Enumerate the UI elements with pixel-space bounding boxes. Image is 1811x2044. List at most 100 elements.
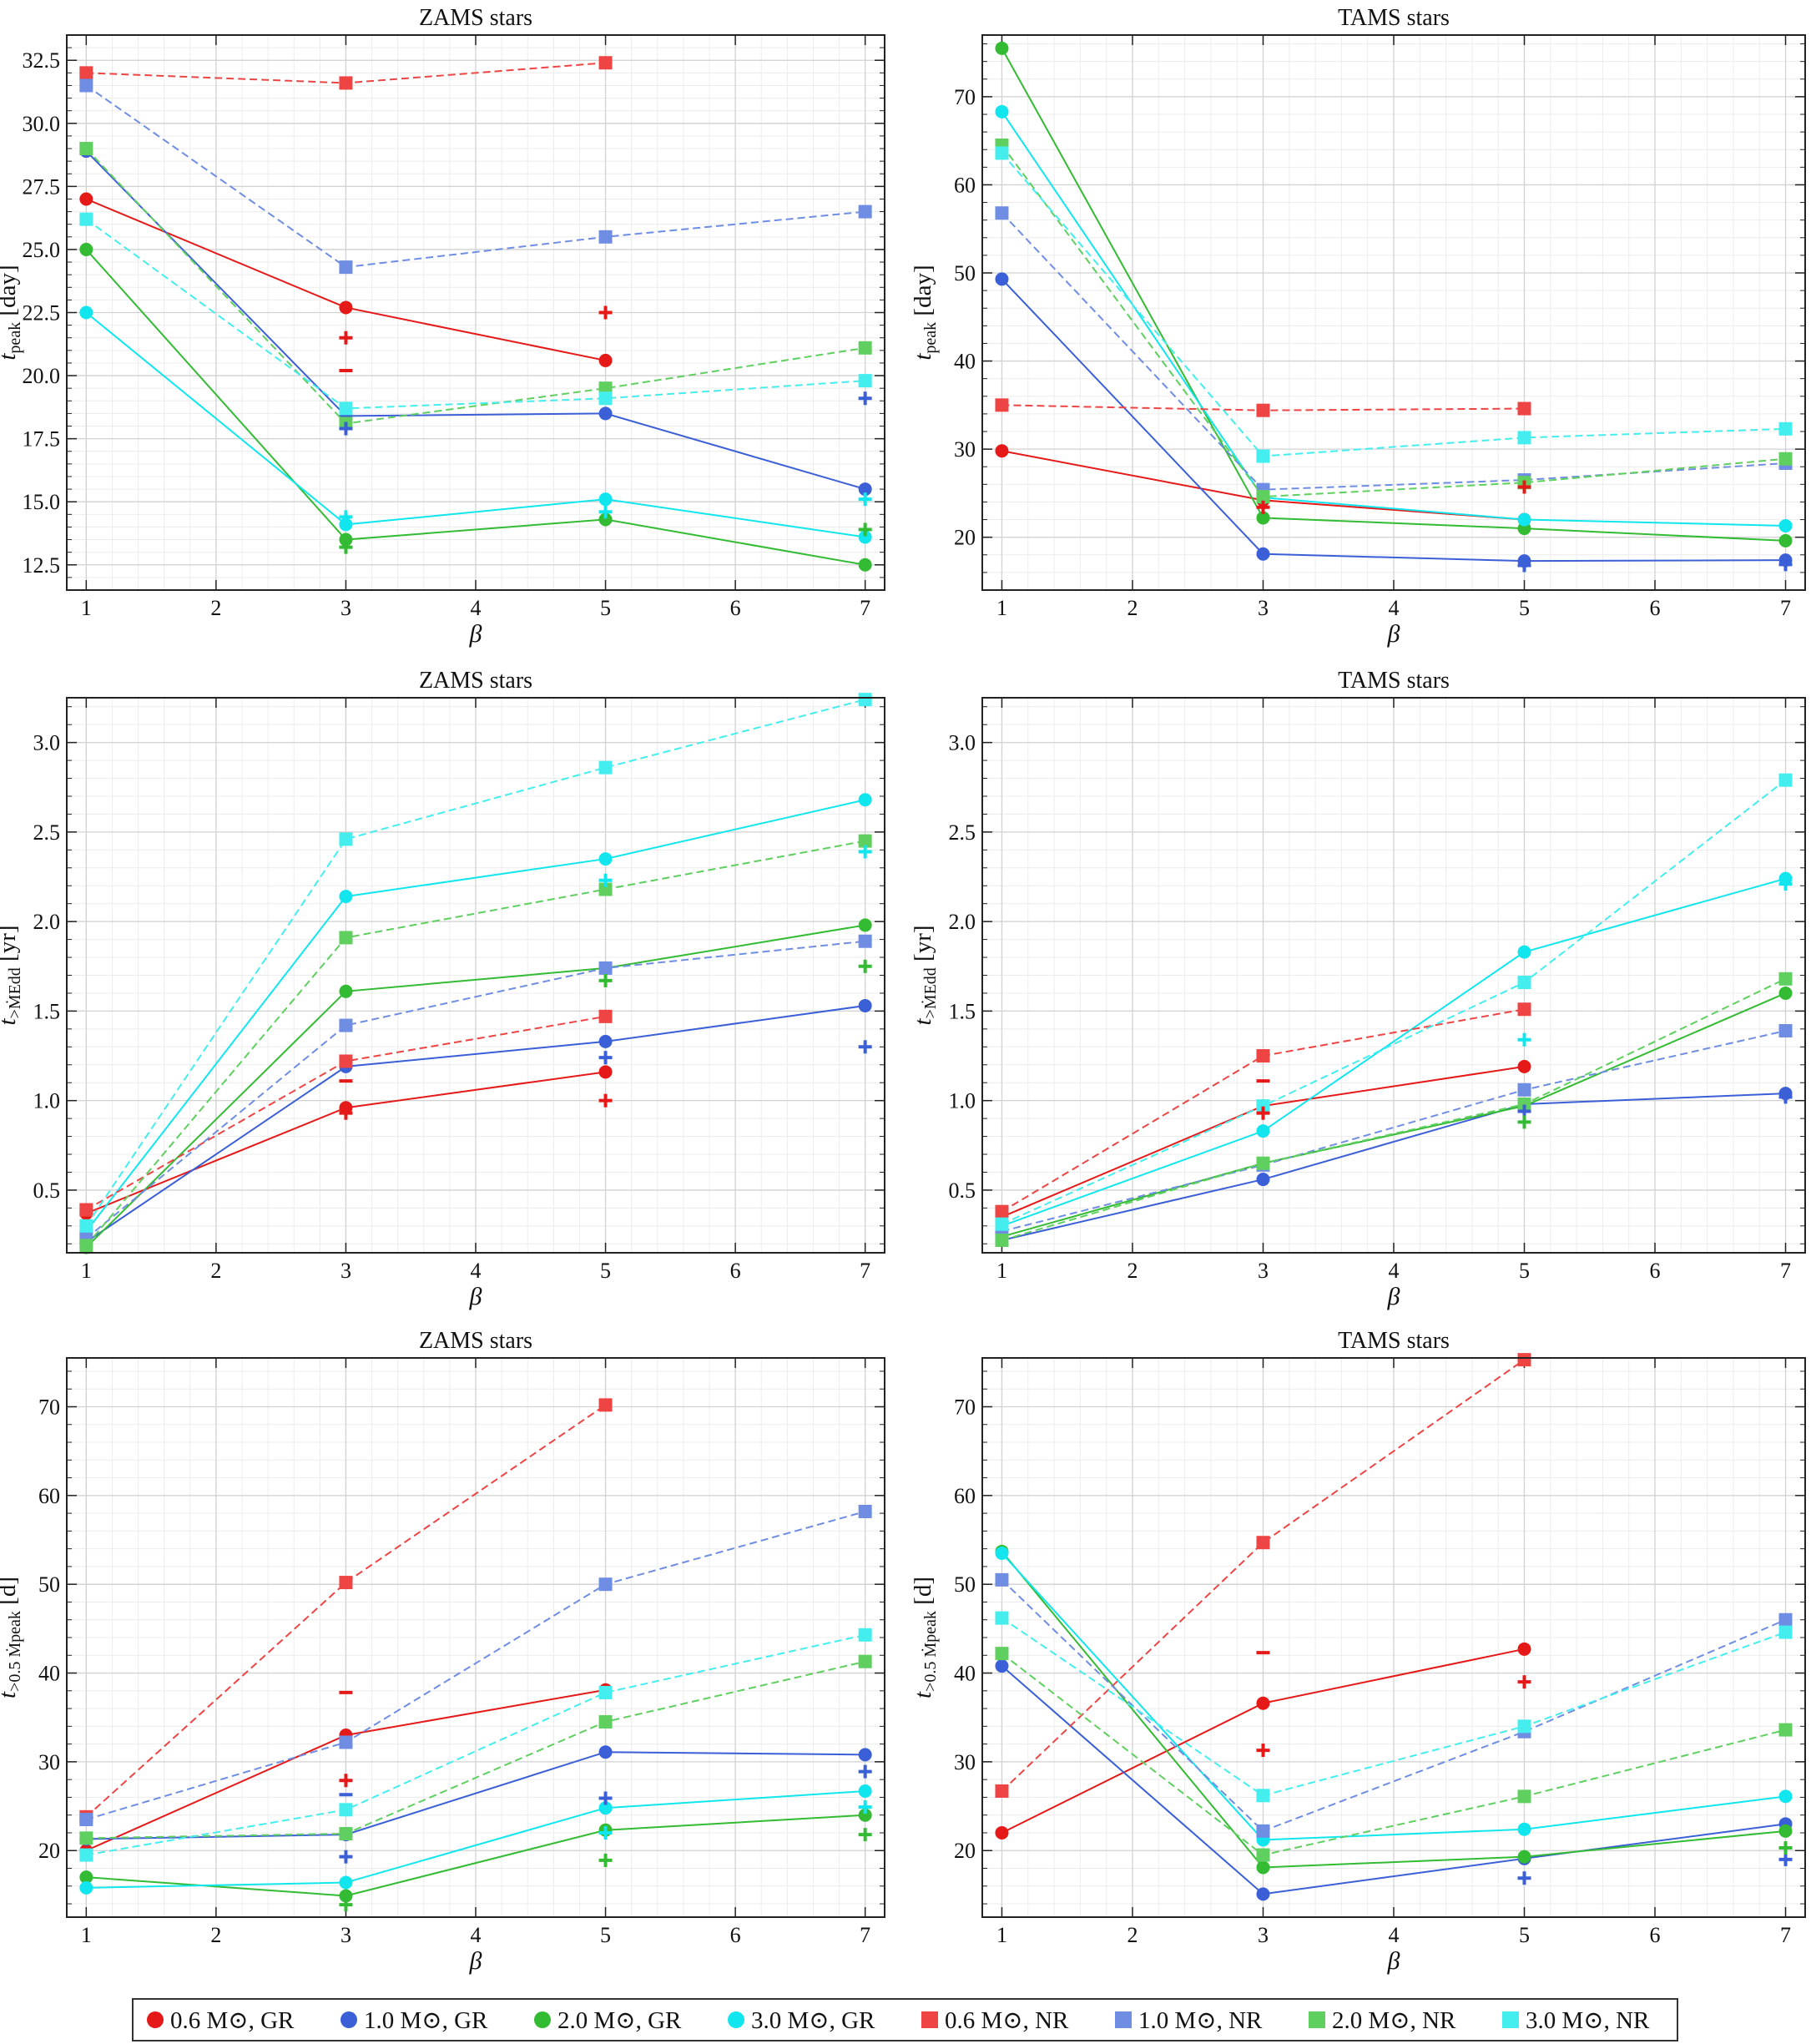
plot-frame [981, 34, 1806, 591]
y-tick-label: 1.0 [33, 1089, 61, 1113]
legend-marker-cyan-square [1502, 2011, 1519, 2028]
series-line [1001, 152, 1786, 457]
y-axis-label-sub: >ṀEdd [5, 967, 24, 1018]
data-point [1256, 403, 1270, 417]
series-line [85, 699, 865, 1227]
data-point [598, 882, 613, 896]
data-point [339, 517, 353, 532]
y-tick-label: 0.5 [949, 1178, 976, 1203]
data-point [858, 558, 872, 572]
y-axis-label: tpeak [day] [910, 265, 940, 360]
data-point [598, 353, 613, 367]
y-tick-label: 70 [38, 1395, 60, 1419]
data-point [339, 300, 353, 315]
data-point [995, 104, 1009, 119]
y-tick-label: 50 [954, 261, 976, 285]
data-point [79, 242, 93, 256]
x-tick-label: 2 [1127, 1923, 1138, 1947]
data-point [79, 1880, 93, 1895]
data-point [79, 1831, 93, 1845]
x-tick-label: 6 [1650, 1259, 1661, 1283]
data-point [1778, 1625, 1793, 1639]
legend-marker-blue-square [1115, 2011, 1132, 2028]
data-point [1256, 1848, 1270, 1862]
data-point [339, 1889, 353, 1903]
data-point [598, 852, 613, 866]
data-point [1517, 1097, 1531, 1111]
y-tick-label: 40 [954, 1662, 976, 1686]
y-tick-label: 22.5 [23, 301, 61, 326]
data-point [598, 1398, 613, 1412]
series-line [1001, 144, 1786, 498]
x-tick-label: 1 [81, 1259, 92, 1283]
data-point [339, 1827, 353, 1841]
y-axis-label-var: t [910, 1018, 936, 1026]
data-point [79, 1848, 93, 1862]
y-tick-label: 1.5 [949, 999, 976, 1023]
data-point [598, 56, 613, 70]
legend-item-4: 0.6 M⊙, NR [920, 2000, 1068, 2040]
series-line [86, 1789, 865, 1889]
legend-label: 1.0 M⊙, NR [1138, 2006, 1263, 2034]
x-tick-label: 4 [1389, 1259, 1400, 1283]
data-point [1778, 1824, 1793, 1838]
data-point [1256, 1789, 1270, 1803]
plot-frame [981, 697, 1806, 1254]
x-tick-label: 6 [1650, 1923, 1661, 1947]
data-point [79, 66, 93, 80]
figure: 1 2 3 4 5 6 712.515.017.520.022.525.027.530.03… [0, 5, 1806, 1975]
x-tick-label: 6 [1650, 596, 1661, 620]
data-point [79, 212, 93, 226]
series-line [1001, 877, 1786, 1227]
data-point [1256, 1156, 1270, 1170]
y-tick-label: 40 [38, 1662, 60, 1686]
y-axis-label-unit: [day] [910, 265, 936, 321]
x-tick-label: 5 [600, 1259, 611, 1283]
data-point [598, 1801, 613, 1815]
data-point [1256, 1860, 1270, 1875]
x-tick-label: 4 [471, 1259, 482, 1283]
plot-frame [981, 1357, 1806, 1918]
y-tick-label: 2.5 [949, 820, 976, 845]
data-point [598, 1009, 613, 1023]
y-tick-label: 3.0 [33, 731, 61, 755]
legend-marker-green-circle [534, 2011, 551, 2028]
series-line [1001, 1579, 1786, 1833]
data-point [858, 341, 872, 355]
legend-label: 0.6 M⊙, GR [170, 2006, 295, 2034]
data-point [79, 1203, 93, 1217]
data-point [1517, 1059, 1531, 1073]
series-line [86, 1633, 865, 1856]
x-axis-label: β [1387, 620, 1400, 648]
x-axis-label: β [469, 620, 482, 648]
y-tick-label: 15.0 [23, 490, 61, 514]
data-point [79, 1870, 93, 1885]
data-point [1517, 1002, 1531, 1017]
legend-marker-red-circle [147, 2011, 164, 2028]
y-tick-label: 1.5 [33, 999, 61, 1023]
data-point [995, 272, 1009, 286]
x-tick-label: 7 [860, 1259, 870, 1283]
y-tick-label: 25.0 [23, 238, 61, 262]
series-line [85, 249, 865, 566]
y-axis-label: t>0.5 Ṁpeak [d] [910, 1577, 940, 1698]
data-point [1256, 1824, 1270, 1838]
data-point [339, 1054, 353, 1068]
series-line [85, 148, 865, 425]
x-tick-label: 6 [730, 1923, 741, 1947]
chart-title: ZAMS stars [419, 1328, 532, 1354]
data-point [339, 260, 353, 275]
legend-item-6: 2.0 M⊙, NR [1307, 2000, 1455, 2040]
y-tick-label: 2.0 [33, 910, 61, 934]
chart-title: TAMS stars [1338, 668, 1450, 694]
data-point [858, 1504, 872, 1518]
data-point [858, 1784, 872, 1798]
series-line [1001, 1665, 1786, 1895]
data-point [1517, 1822, 1531, 1836]
y-axis-label-sub: peak [921, 322, 940, 354]
data-point [1517, 401, 1531, 416]
series-line [1001, 1551, 1786, 1869]
x-tick-label: 6 [730, 596, 741, 620]
y-axis-label-sub: >0.5 Ṁpeak [5, 1611, 24, 1692]
x-tick-label: 4 [471, 1923, 482, 1947]
